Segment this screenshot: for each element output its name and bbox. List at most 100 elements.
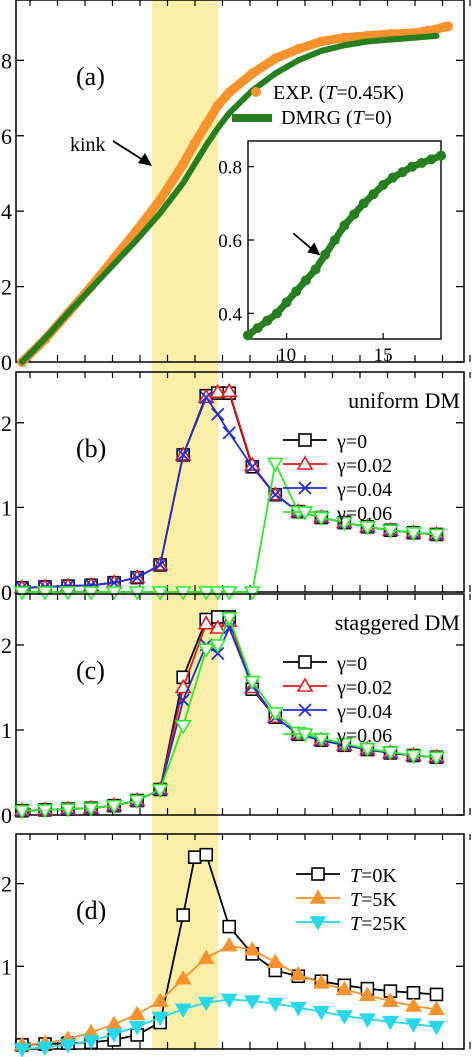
legend-label: γ=0.02 (336, 677, 392, 699)
data-point (312, 974, 330, 989)
series-dmrg-line (19, 32, 440, 365)
legend-label-part-1: =0K (361, 865, 397, 887)
legend-label-part-1: =5K (361, 889, 397, 911)
legend-marker (296, 455, 314, 470)
data-point (174, 586, 192, 601)
legend-exp-label-part-1: T (325, 82, 338, 104)
data-point (176, 448, 190, 462)
data-point-b (245, 460, 259, 474)
data-point (59, 803, 77, 818)
series-b-3 (13, 457, 445, 601)
inset-arrow-line (292, 232, 314, 252)
data-point (220, 993, 238, 1008)
data-point (243, 941, 261, 956)
data-point (151, 586, 169, 601)
data-point (220, 937, 238, 952)
inset-point (426, 154, 437, 165)
inset-y-tick-label: 0.4 (218, 304, 242, 325)
legend-label: γ=0.06 (336, 725, 392, 747)
exp-point (155, 194, 166, 205)
legend-label: γ=0 (336, 653, 367, 675)
exp-point (189, 138, 200, 149)
data-point (209, 639, 227, 654)
y-tick-label: 2 (1, 872, 12, 897)
data-point (128, 586, 146, 601)
inset-x-tick-label: 10 (277, 345, 296, 366)
panel-c-frame (15, 593, 465, 816)
inset-point (349, 209, 360, 220)
inset-arrow-head (307, 242, 321, 256)
data-point (243, 995, 261, 1010)
data-point (199, 390, 213, 405)
data-point (128, 1020, 146, 1036)
data-point (197, 643, 215, 658)
data-point (36, 1041, 54, 1056)
data-point (266, 457, 284, 472)
inset-x-tick-label: 15 (374, 345, 393, 366)
data-point (222, 919, 237, 934)
data-point (359, 521, 376, 536)
inset-point (300, 275, 311, 286)
y-tick-label: 4 (1, 199, 12, 224)
data-point (266, 953, 284, 968)
data-point (266, 707, 284, 722)
data-point (312, 1005, 330, 1021)
inset-point (378, 180, 389, 190)
series-b-2 (15, 390, 444, 595)
legend-marker (309, 889, 327, 904)
y-tick-label: 1 (1, 495, 12, 520)
y-tick-label: 1 (1, 718, 12, 743)
legend-marker-b (298, 481, 312, 495)
data-point (174, 1003, 192, 1018)
exp-point (293, 44, 304, 55)
data-point (187, 850, 202, 864)
data-point (428, 528, 445, 544)
kink-label: kink (70, 134, 106, 156)
data-point (209, 586, 227, 601)
inset-point (368, 189, 379, 200)
data-point (105, 1015, 123, 1030)
data-point (176, 693, 190, 707)
data-point (335, 980, 353, 996)
exp-point (178, 159, 189, 170)
data-point (289, 965, 307, 981)
data-point-b (176, 693, 190, 707)
legend-label: γ=0.02 (336, 455, 392, 477)
data-point (174, 970, 192, 985)
panel-a: 0 2 4 6 8 (a) kink 0.4 0.6 0.8 10 15 (1, 0, 471, 375)
data-point (105, 586, 123, 601)
data-point (382, 992, 399, 1007)
data-point (105, 1028, 123, 1043)
panel-b: 0 1 2 (b) uniform DM γ=0γ=0.02γ=0.04γ=0.06 (1, 371, 471, 605)
inset-point (387, 172, 398, 183)
data-point (405, 997, 422, 1012)
panel-label-a: (a) (76, 62, 105, 91)
data-point (197, 996, 215, 1012)
legend-label: γ=0.04 (336, 479, 392, 501)
data-point (382, 746, 399, 761)
data-point (243, 586, 261, 601)
inset-y-tick-label: 0.8 (218, 158, 242, 179)
data-point-b (153, 558, 167, 572)
data-point (359, 986, 376, 1002)
exp-point (201, 119, 212, 130)
data-point (222, 426, 236, 440)
data-point (428, 1000, 445, 1016)
y-tick-label: 2 (1, 633, 12, 658)
y-tick-label: 1 (1, 954, 12, 979)
data-point (406, 985, 421, 1000)
legend-exp-label: EXP. (T=0.45K) (273, 82, 404, 104)
legend-label: T=0K (350, 865, 397, 887)
data-point (59, 586, 77, 601)
data-point (151, 992, 169, 1007)
kink-arrow-line (112, 140, 144, 161)
panel-label-c: (c) (76, 656, 105, 685)
legend-dmrg-label: DMRG (T=0) (281, 107, 392, 129)
data-point (428, 1020, 445, 1036)
legend-dmrg-label-part-1: T (353, 107, 366, 129)
legend-label: γ=0.04 (336, 701, 392, 723)
legend-exp-label-part-0: EXP. ( (273, 82, 326, 104)
legend-dmrg-label-part-0: DMRG ( (281, 107, 353, 129)
inset-point (252, 323, 263, 333)
data-point-b (199, 390, 213, 405)
